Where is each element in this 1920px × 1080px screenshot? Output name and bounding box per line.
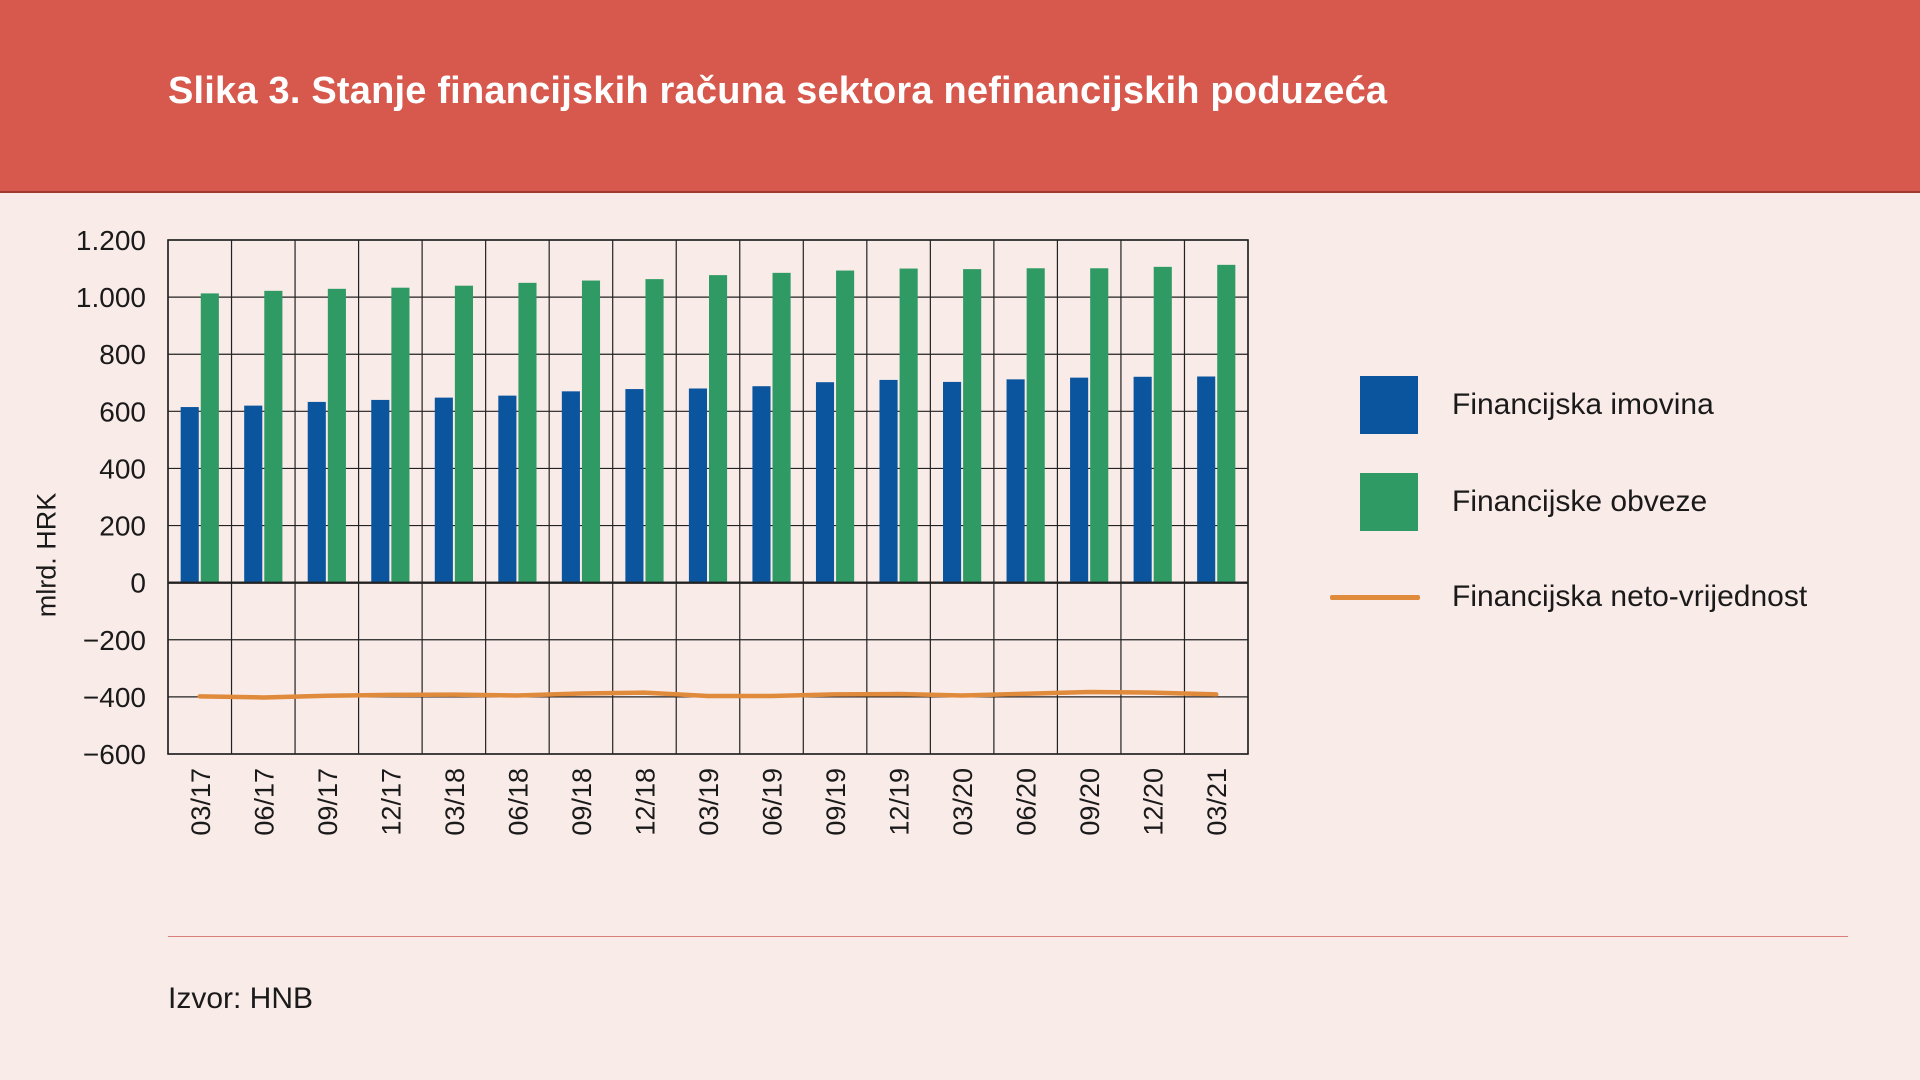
bar-assets-4: [434, 397, 453, 583]
x-tick-label-5: 06/18: [503, 768, 533, 836]
y-tick-label-6: 0: [130, 568, 146, 599]
chart-area: 1.200 1.000 800 600 400 200 0 −200 −400 −600 03/17…: [76, 225, 1249, 836]
bar-liabilities-9: [772, 272, 791, 583]
x-tick-label-7: 12/18: [630, 768, 660, 836]
chart-title: Slika 3. Stanje financijskih računa sekt…: [168, 70, 1388, 112]
bar-assets-15: [1133, 376, 1152, 583]
bar-liabilities-0: [200, 293, 219, 583]
bar-liabilities-4: [454, 285, 473, 583]
bar-assets-11: [879, 379, 898, 583]
bar-assets-1: [244, 405, 263, 583]
bar-assets-10: [815, 382, 835, 583]
y-tick-label-8: −400: [83, 682, 146, 713]
bar-liabilities-16: [1217, 264, 1236, 583]
bar-assets-16: [1197, 376, 1216, 583]
bar-liabilities-8: [709, 275, 728, 583]
legend-label-net: Financijska neto-vrijednost: [1452, 580, 1808, 613]
x-tick-label-13: 06/20: [1012, 768, 1042, 836]
bar-liabilities-5: [518, 282, 537, 583]
x-tick-label-6: 09/18: [567, 768, 597, 836]
y-tick-label-1: 1.000: [76, 282, 146, 313]
x-tick-label-2: 09/17: [313, 768, 343, 836]
x-tick-label-12: 03/20: [948, 768, 978, 836]
line-net-worth: [197, 689, 1219, 700]
x-tick-label-14: 09/20: [1075, 768, 1105, 836]
y-tick-label-5: 200: [99, 511, 146, 542]
bar-assets-6: [561, 391, 580, 583]
legend-swatch-assets: [1360, 376, 1418, 434]
bar-assets-2: [307, 401, 326, 583]
plot-frame: [167, 239, 1249, 755]
legend-item-assets: Financijska imovina: [1320, 376, 1820, 436]
bar-liabilities-6: [581, 280, 601, 583]
bar-liabilities-11: [899, 268, 918, 583]
bar-assets-5: [498, 395, 517, 583]
x-tick-label-10: 09/19: [821, 768, 851, 836]
bar-assets-13: [1006, 379, 1025, 583]
bar-liabilities-1: [264, 290, 283, 583]
bar-liabilities-10: [836, 270, 855, 583]
bar-assets-14: [1070, 377, 1089, 583]
y-tick-label-2: 800: [99, 339, 146, 370]
bar-liabilities-2: [327, 288, 346, 583]
y-tick-label-4: 400: [99, 453, 146, 484]
bar-liabilities-12: [963, 269, 982, 583]
y-tick-label-7: −200: [83, 625, 146, 656]
legend-swatch-liabilities: [1360, 473, 1418, 531]
legend-line-net: [1330, 595, 1420, 600]
bar-assets-7: [625, 389, 644, 583]
x-tick-label-4: 03/18: [440, 768, 470, 836]
bar-liabilities-15: [1153, 266, 1172, 583]
plot-background: [168, 240, 1248, 754]
x-tick-label-1: 06/17: [249, 768, 279, 836]
x-tick-label-0: 03/17: [186, 768, 216, 836]
x-tick-label-9: 06/19: [758, 768, 788, 836]
bar-assets-9: [752, 386, 771, 583]
header-banner: Slika 3. Stanje financijskih računa sekt…: [0, 0, 1920, 193]
bar-liabilities-3: [391, 287, 410, 583]
bar-liabilities-13: [1026, 268, 1045, 583]
x-tick-label-3: 12/17: [376, 768, 406, 836]
y-tick-label-9: −600: [83, 739, 146, 770]
legend-label-assets: Financijska imovina: [1452, 388, 1714, 421]
y-tick-label-0: 1.200: [76, 225, 146, 256]
footer-divider: [168, 936, 1848, 937]
bar-assets-8: [688, 388, 707, 583]
bar-assets-3: [371, 399, 390, 583]
legend-label-liabilities: Financijske obveze: [1452, 485, 1708, 518]
bar-assets-12: [943, 381, 962, 583]
legend-item-liabilities: Financijske obveze: [1320, 473, 1820, 533]
legend-item-net: Financijska neto-vrijednost: [1320, 568, 1820, 628]
x-tick-label-15: 12/20: [1139, 768, 1169, 836]
x-tick-label-8: 03/19: [694, 768, 724, 836]
y-tick-label-3: 600: [99, 396, 146, 427]
source-note: Izvor: HNB: [168, 982, 314, 1015]
x-tick-label-11: 12/19: [885, 768, 915, 836]
y-axis-label: mlrd. HRK: [31, 492, 62, 618]
bar-assets-0: [180, 407, 199, 583]
bar-liabilities-7: [645, 279, 664, 583]
bar-liabilities-14: [1090, 268, 1109, 583]
x-tick-label-16: 03/21: [1202, 768, 1232, 836]
